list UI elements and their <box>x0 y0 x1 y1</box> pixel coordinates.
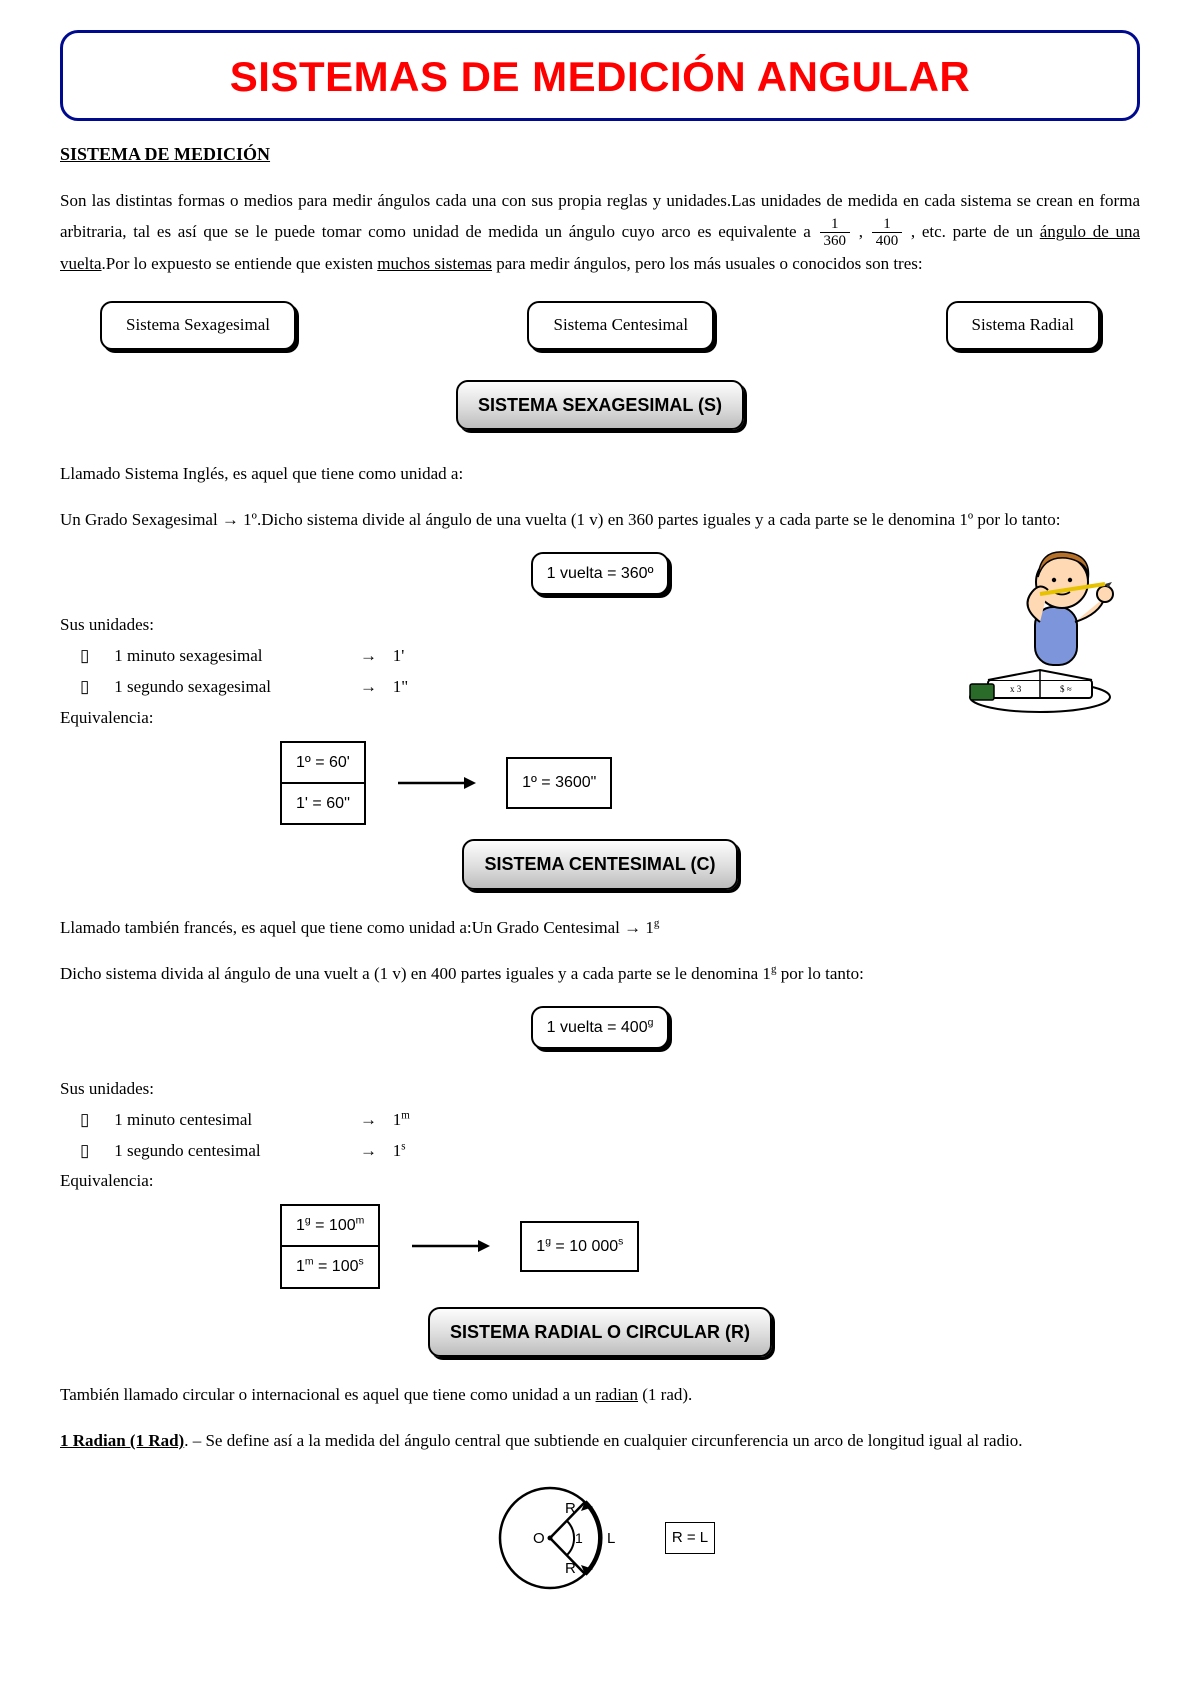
cent-equiv-box1: 1g = 100m 1m = 100s <box>280 1204 380 1288</box>
sexa-block: 1 vuelta = 360º x 3 $ ≈ Sus unidades: ▯ … <box>60 552 1140 825</box>
r-equals-l: R = L <box>665 1522 715 1554</box>
sexagesimal-header: SISTEMA SEXAGESIMAL (S) <box>456 380 744 431</box>
frac-den: 400 <box>872 233 903 250</box>
text: Llamado también francés, es aquel que ti… <box>60 918 654 937</box>
cent-vuelta: 1 vuelta = 400g <box>531 1006 670 1049</box>
system-centesimal: Sistema Centesimal <box>527 301 714 350</box>
cent-unidades: Sus unidades: <box>60 1075 1140 1104</box>
unit-label: 1 segundo sexagesimal <box>114 673 344 702</box>
svg-text:x 3: x 3 <box>1010 684 1022 694</box>
s: m <box>305 1257 314 1268</box>
t: 1 <box>536 1238 545 1255</box>
arrow-icon <box>410 1236 490 1256</box>
frac-400: 1400 <box>872 216 903 250</box>
intro-text3: .Por lo expuesto se entiende que existen <box>102 254 378 273</box>
intro-text4: para medir ángulos, pero los más usuales… <box>492 254 923 273</box>
bullet-icon: ▯ <box>80 1106 110 1135</box>
sexa-equiv-row: 1º = 60' 1' = 60'' 1º = 3600" <box>280 741 1140 825</box>
system-radial: Sistema Radial <box>946 301 1100 350</box>
rad-p1: También llamado circular o internacional… <box>60 1381 1140 1410</box>
unit-sym: 1" <box>393 677 408 696</box>
bullet-icon: ▯ <box>80 673 110 702</box>
frac-num: 1 <box>872 216 903 234</box>
radian-def-label: 1 Radian (1 Rad) <box>60 1431 184 1450</box>
cent-equiv-box2: 1g = 10 000s <box>520 1221 639 1272</box>
sexa-equiv-box2: 1º = 3600" <box>506 757 612 808</box>
frac-360: 1360 <box>820 216 851 250</box>
cent-p1: Llamado también francés, es aquel que ti… <box>60 914 1140 943</box>
cent-equiv-row: 1g = 100m 1m = 100s 1g = 10 000s <box>280 1204 1140 1288</box>
text: . – Se define así a la medida del ángulo… <box>184 1431 1022 1450</box>
sup: g <box>654 917 660 929</box>
rad-p2: 1 Radian (1 Rad). – Se define así a la m… <box>60 1427 1140 1456</box>
intro-text2: , etc. parte de un <box>911 222 1040 241</box>
text: (1 rad). <box>638 1385 692 1404</box>
unit-label: 1 minuto centesimal <box>114 1106 344 1135</box>
text: 1 vuelta = 400 <box>547 1019 648 1036</box>
equiv-cell: 1' = 60'' <box>282 784 364 823</box>
sup: g <box>648 1017 654 1028</box>
sup: m <box>401 1109 410 1121</box>
t: = 100 <box>311 1217 356 1234</box>
centesimal-header: SISTEMA CENTESIMAL (C) <box>462 839 737 890</box>
text: 1 <box>393 1141 402 1160</box>
text: Dicho sistema divida al ángulo de una vu… <box>60 964 771 983</box>
unit-label: 1 minuto sexagesimal <box>114 642 344 671</box>
arrow-icon <box>396 773 476 793</box>
arrow-icon: → <box>349 673 389 702</box>
svg-text:$ ≈: $ ≈ <box>1060 684 1072 694</box>
text: por lo tanto: <box>776 964 863 983</box>
bullet-icon: ▯ <box>80 1137 110 1166</box>
frac-den: 360 <box>820 233 851 250</box>
cent-equiv-label: Equivalencia: <box>60 1167 1140 1196</box>
cent-unit-min: ▯ 1 minuto centesimal → 1m <box>60 1106 1140 1135</box>
unit-sym: 1s <box>393 1141 406 1160</box>
radian-diagram-row: O R R 1 L R = L <box>60 1473 1140 1603</box>
sexa-p1: Llamado Sistema Inglés, es aquel que tie… <box>60 460 1140 489</box>
text: 1 <box>393 1110 402 1129</box>
t: 1 <box>296 1217 305 1234</box>
sexa-equiv-box1: 1º = 60' 1' = 60'' <box>280 741 366 825</box>
equiv-cell: 1m = 100s <box>282 1247 378 1286</box>
arrow-icon: → <box>349 1106 389 1135</box>
equiv-cell: 1g = 100m <box>282 1206 378 1247</box>
intro-heading: SISTEMA DE MEDICIÓN <box>60 139 1140 170</box>
radian-circle-diagram: O R R 1 L <box>485 1473 635 1603</box>
equiv-cell: 1º = 60' <box>282 743 364 784</box>
underline-radian: radian <box>596 1385 638 1404</box>
frac-num: 1 <box>820 216 851 234</box>
label-O: O <box>533 1530 545 1547</box>
cent-p2: Dicho sistema divida al ángulo de una vu… <box>60 960 1140 989</box>
intro-paragraph: Son las distintas formas o medios para m… <box>60 187 1140 279</box>
systems-row: Sistema Sexagesimal Sistema Centesimal S… <box>100 301 1100 350</box>
sup: s <box>401 1140 405 1152</box>
system-sexagesimal: Sistema Sexagesimal <box>100 301 296 350</box>
s: m <box>356 1216 365 1227</box>
t: = 10 000 <box>551 1238 618 1255</box>
s: s <box>359 1257 364 1268</box>
label-R2: R <box>565 1560 576 1577</box>
arrow-icon: → <box>349 1137 389 1166</box>
cent-unit-sec: ▯ 1 segundo centesimal → 1s <box>60 1137 1140 1166</box>
unit-sym: 1m <box>393 1110 410 1129</box>
radial-header: SISTEMA RADIAL O CIRCULAR (R) <box>428 1307 772 1358</box>
underline-sistemas: muchos sistemas <box>377 254 492 273</box>
t: = 100 <box>314 1258 359 1275</box>
unit-sym: 1' <box>393 646 405 665</box>
unit-label: 1 segundo centesimal <box>114 1137 344 1166</box>
label-L: L <box>607 1530 615 1547</box>
t: 1 <box>296 1258 305 1275</box>
label-R: R <box>565 1500 576 1517</box>
student-illustration: x 3 $ ≈ <box>940 522 1140 722</box>
sexa-vuelta: 1 vuelta = 360º <box>531 552 670 595</box>
label-1: 1 <box>575 1530 583 1546</box>
s: s <box>618 1237 623 1248</box>
arrow-icon: → <box>349 642 389 671</box>
page-title: SISTEMAS DE MEDICIÓN ANGULAR <box>60 30 1140 121</box>
bullet-icon: ▯ <box>80 642 110 671</box>
text: También llamado circular o internacional… <box>60 1385 596 1404</box>
